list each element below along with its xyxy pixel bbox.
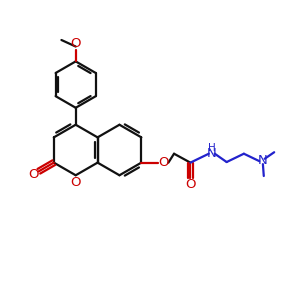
Text: H: H	[208, 143, 216, 153]
Text: O: O	[158, 156, 168, 169]
Text: O: O	[28, 168, 38, 181]
Text: N: N	[207, 147, 217, 160]
Text: O: O	[185, 178, 196, 191]
Text: O: O	[70, 37, 81, 50]
Text: N: N	[257, 154, 267, 167]
Text: O: O	[70, 176, 81, 189]
